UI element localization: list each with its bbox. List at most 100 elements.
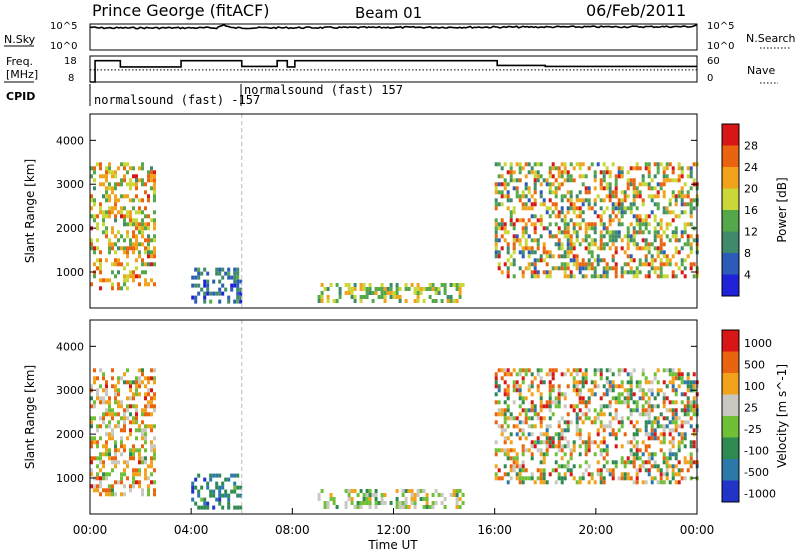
data-cell: [599, 476, 603, 481]
data-cell: [659, 234, 663, 239]
data-cell: [138, 282, 141, 287]
data-cell: [494, 182, 498, 187]
data-cell: [458, 497, 462, 501]
data-cell: [689, 234, 693, 239]
data-cell: [620, 420, 624, 425]
data-cell: [584, 198, 588, 203]
data-cell: [659, 472, 663, 477]
data-cell: [566, 190, 570, 195]
data-cell: [150, 412, 153, 417]
data-cell: [150, 480, 153, 485]
data-cell: [105, 424, 108, 429]
data-cell: [611, 210, 615, 215]
data-cell: [569, 174, 573, 179]
data-cell: [674, 262, 678, 267]
data-cell: [108, 404, 111, 409]
data-cell: [593, 178, 597, 183]
data-cell: [539, 460, 543, 465]
data-cell: [617, 198, 621, 203]
data-cell: [206, 279, 210, 284]
data-cell: [120, 246, 123, 251]
data-cell: [665, 166, 669, 171]
data-cell: [111, 174, 114, 179]
data-cell: [108, 400, 111, 405]
data-cell: [138, 448, 141, 453]
data-cell: [239, 493, 243, 498]
data-cell: [650, 424, 654, 429]
data-cell: [677, 166, 681, 171]
data-cell: [398, 505, 402, 509]
data-cell: [608, 468, 612, 473]
data-cell: [512, 380, 516, 385]
data-cell: [362, 493, 366, 497]
y-tick-label: 1000: [56, 266, 84, 279]
data-cell: [114, 456, 117, 461]
data-cell: [194, 485, 198, 490]
data-cell: [581, 400, 585, 405]
data-cell: [593, 408, 597, 413]
data-cell: [548, 186, 552, 191]
data-cell: [506, 436, 510, 441]
data-cell: [518, 178, 522, 183]
data-cell: [395, 295, 399, 299]
data-cell: [668, 372, 672, 377]
data-cell: [518, 170, 522, 175]
data-cell: [662, 166, 666, 171]
power-colorbar-swatches: [722, 124, 739, 296]
data-cell: [680, 262, 684, 267]
data-cell: [623, 198, 627, 203]
data-cell: [671, 416, 675, 421]
data-cell: [692, 162, 696, 167]
data-cell: [599, 178, 603, 183]
data-cell: [629, 238, 633, 243]
data-cell: [527, 476, 531, 481]
data-cell: [503, 372, 507, 377]
data-cell: [668, 202, 672, 207]
data-cell: [147, 198, 150, 203]
data-cell: [632, 392, 636, 397]
data-cell: [605, 226, 609, 231]
data-cell: [455, 505, 459, 509]
data-cell: [533, 412, 537, 417]
colorbar-tick-label: 25: [744, 401, 758, 414]
data-cell: [512, 468, 516, 473]
data-cell: [539, 472, 543, 477]
data-cell: [659, 448, 663, 453]
data-cell: [123, 282, 126, 287]
data-cell: [629, 234, 633, 239]
data-cell: [539, 392, 543, 397]
data-cell: [659, 480, 663, 485]
data-cell: [90, 440, 93, 445]
data-cell: [512, 424, 516, 429]
data-cell: [503, 392, 507, 397]
data-cell: [665, 472, 669, 477]
data-cell: [542, 404, 546, 409]
data-cell: [548, 254, 552, 259]
data-cell: [114, 170, 117, 175]
data-cell: [656, 468, 660, 473]
data-cell: [153, 218, 156, 223]
data-cell: [524, 266, 528, 271]
data-cell: [521, 234, 525, 239]
data-cell: [554, 194, 558, 199]
data-cell: [212, 489, 216, 494]
data-cell: [458, 295, 462, 299]
data-cell: [602, 436, 606, 441]
data-cell: [614, 266, 618, 271]
data-cell: [692, 396, 696, 401]
data-cell: [548, 400, 552, 405]
data-cell: [557, 424, 561, 429]
data-cell: [416, 493, 420, 497]
data-cell: [599, 214, 603, 219]
data-cell: [138, 226, 141, 231]
data-cell: [150, 396, 153, 401]
data-cell: [509, 456, 513, 461]
data-cell: [153, 254, 156, 259]
data-cell: [102, 278, 105, 283]
data-cell: [548, 416, 552, 421]
data-cell: [689, 416, 693, 421]
data-cell: [227, 267, 231, 272]
data-cell: [608, 230, 612, 235]
data-cell: [617, 234, 621, 239]
data-cell: [494, 218, 498, 223]
